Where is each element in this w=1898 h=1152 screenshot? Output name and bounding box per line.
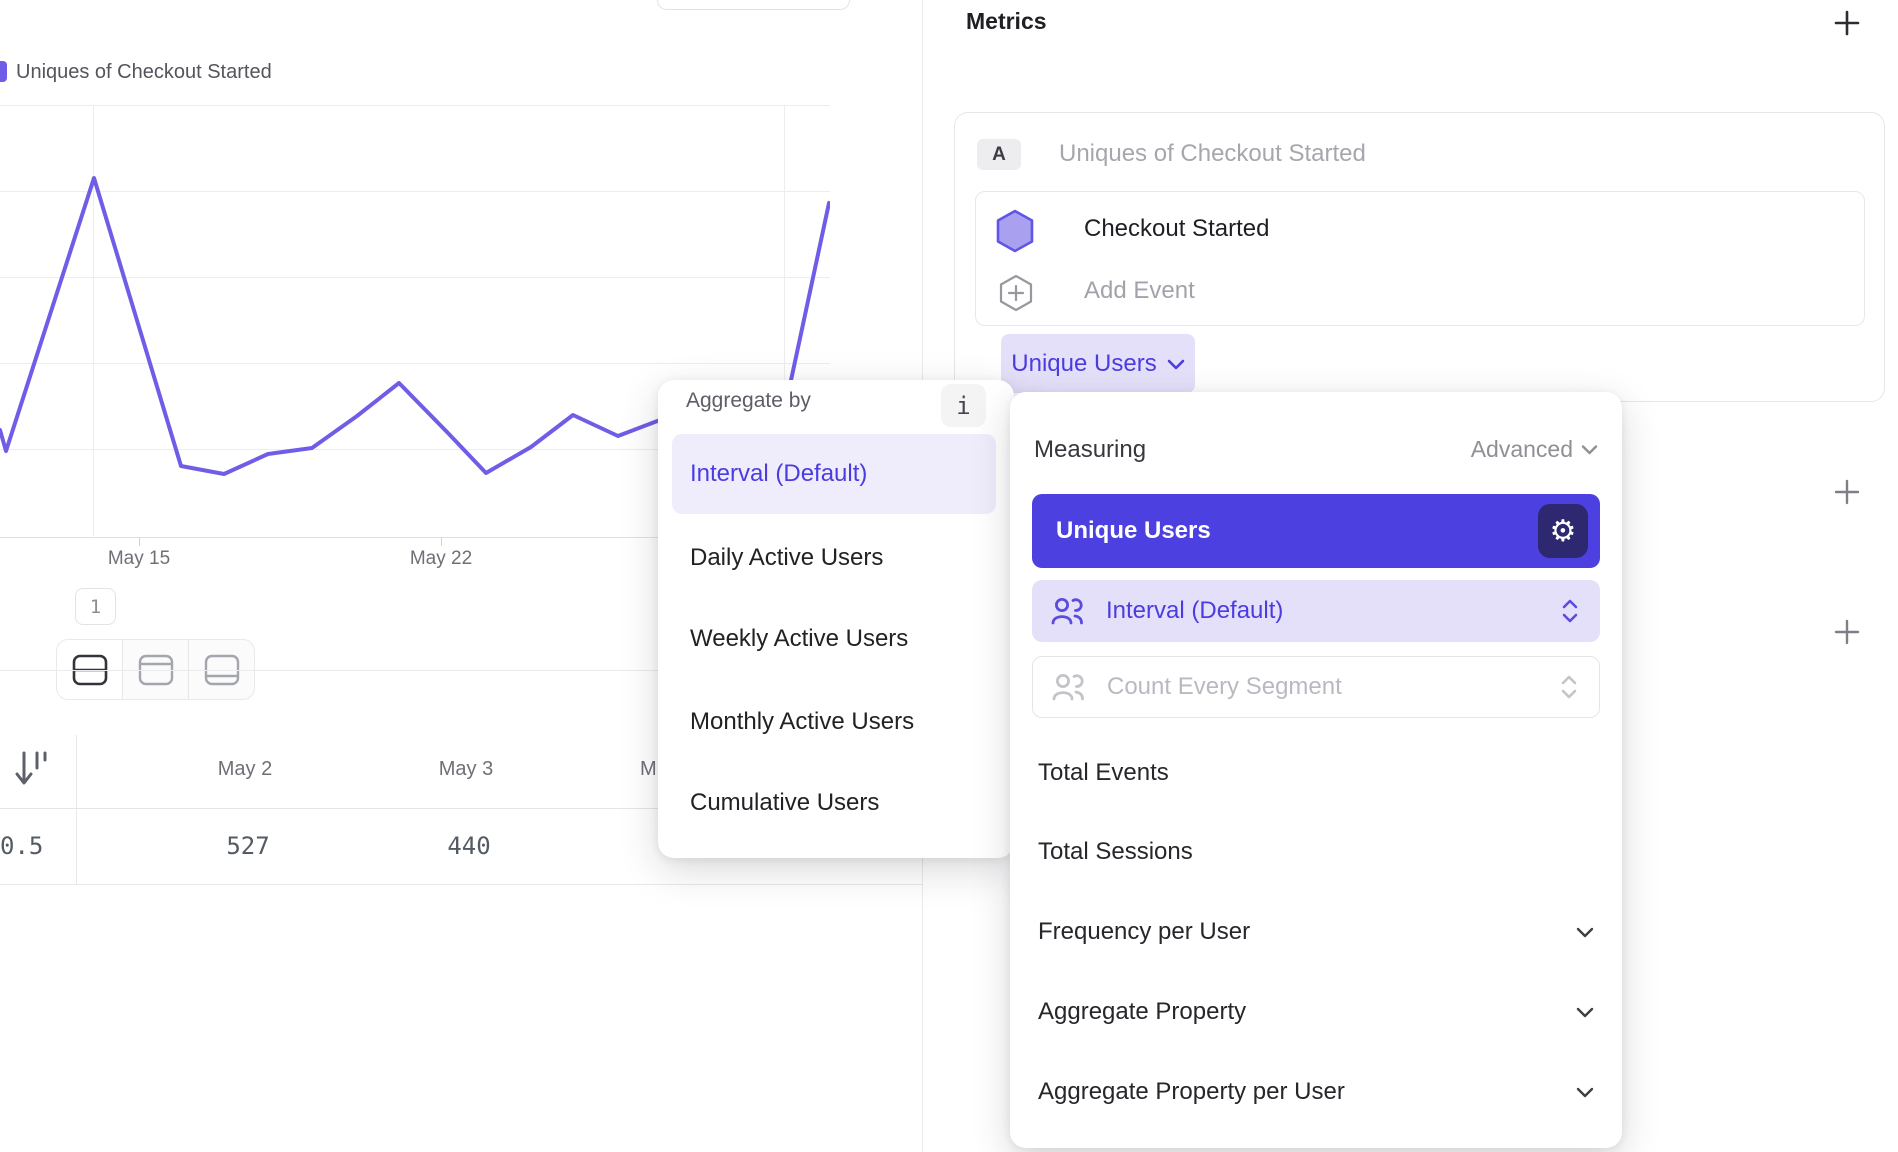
- add-event-hexagon-icon: [999, 274, 1033, 312]
- chevron-down-icon: [1576, 1007, 1594, 1018]
- advanced-label: Advanced: [1470, 436, 1573, 462]
- event-row[interactable]: Checkout Started: [976, 198, 1864, 260]
- layout-split-button[interactable]: [57, 640, 123, 699]
- bottom-bar-view-icon: [204, 654, 239, 685]
- table-column-header[interactable]: M: [640, 758, 657, 780]
- table-cell: 440: [447, 832, 491, 860]
- menu-item-daily-active-users[interactable]: Daily Active Users: [658, 528, 1014, 588]
- advanced-mode-dropdown[interactable]: Advanced: [1471, 436, 1598, 463]
- menu-item-cumulative-users[interactable]: Cumulative Users: [658, 773, 1014, 833]
- legend-label: Uniques of Checkout Started: [16, 60, 272, 83]
- clipped-top-button[interactable]: [657, 0, 850, 10]
- aggregate-by-popup: Aggregate by i Interval (Default) Daily …: [658, 380, 1014, 858]
- count-every-segment-row-disabled[interactable]: Count Every Segment: [1032, 656, 1600, 718]
- table-cell: 527: [226, 832, 270, 860]
- selected-measure-label: Unique Users: [1056, 517, 1211, 544]
- menu-item-monthly-active-users[interactable]: Monthly Active Users: [658, 692, 1014, 752]
- event-card: Checkout Started Add Event: [975, 191, 1865, 326]
- measuring-option-total-events[interactable]: Total Events: [1010, 749, 1622, 797]
- add-breakdown-button[interactable]: [1834, 619, 1860, 645]
- event-name: Checkout Started: [1084, 215, 1270, 242]
- layout-table-only-button[interactable]: [189, 640, 254, 699]
- interval-selector-row[interactable]: Interval (Default): [1032, 580, 1600, 642]
- measuring-option-frequency-per-user[interactable]: Frequency per User: [1010, 908, 1622, 956]
- chart-table-layout-toggle: [56, 639, 255, 700]
- event-hexagon-icon: [996, 209, 1034, 253]
- chart-legend-item[interactable]: Uniques of Checkout Started: [0, 58, 272, 86]
- selected-item-label: Interval (Default): [690, 460, 868, 487]
- metrics-section-title: Metrics: [966, 8, 1047, 34]
- menu-item-label: Total Events: [1038, 759, 1169, 786]
- measuring-option-aggregate-property-per-user[interactable]: Aggregate Property per User: [1010, 1068, 1622, 1116]
- measuring-option-total-sessions[interactable]: Total Sessions: [1010, 828, 1622, 876]
- table-row-border: [0, 884, 922, 885]
- x-axis-tick-label: May 15: [107, 548, 171, 569]
- unfold-icon: [1561, 675, 1577, 699]
- unfold-icon: [1562, 599, 1578, 623]
- pagination-page-button[interactable]: 1: [75, 588, 116, 625]
- measuring-option-aggregate-property[interactable]: Aggregate Property: [1010, 988, 1622, 1036]
- metric-letter-badge: A: [977, 139, 1021, 170]
- menu-item-label: Daily Active Users: [690, 544, 884, 571]
- segment-row-label: Count Every Segment: [1107, 673, 1342, 700]
- layout-chart-only-button[interactable]: [123, 640, 189, 699]
- table-cell-clipped: 0.5: [0, 832, 44, 860]
- info-button[interactable]: i: [941, 384, 986, 427]
- menu-item-label: Aggregate Property: [1038, 998, 1247, 1025]
- add-event-label: Add Event: [1084, 277, 1195, 304]
- metric-card-title[interactable]: Uniques of Checkout Started: [1059, 140, 1366, 167]
- table-column-header[interactable]: May 2: [217, 758, 273, 780]
- menu-item-weekly-active-users[interactable]: Weekly Active Users: [658, 609, 1014, 669]
- sort-descending-icon: [15, 751, 47, 785]
- x-axis-tick-label: May 22: [409, 548, 473, 569]
- chevron-down-icon: [1581, 445, 1598, 455]
- sort-descending-button[interactable]: [12, 748, 52, 797]
- users-icon: [1051, 672, 1085, 702]
- chevron-down-icon: [1576, 927, 1594, 938]
- measuring-popup: Measuring Advanced Unique Users ⚙: [1010, 392, 1622, 1148]
- menu-item-label: Aggregate Property per User: [1038, 1078, 1345, 1105]
- chevron-down-icon: [1576, 1087, 1594, 1098]
- add-metric-button[interactable]: [1834, 10, 1860, 36]
- split-view-icon: [72, 654, 107, 685]
- table-header-border: [0, 808, 922, 809]
- measuring-option-unique-users-selected[interactable]: Unique Users ⚙: [1032, 494, 1600, 568]
- menu-item-label: Monthly Active Users: [690, 708, 915, 735]
- top-bar-view-icon: [138, 654, 173, 685]
- measuring-header: Measuring: [1034, 436, 1147, 463]
- measure-dropdown-label: Unique Users: [1011, 349, 1157, 377]
- menu-item-interval-default-selected[interactable]: Interval (Default): [672, 434, 996, 514]
- measure-dropdown-button[interactable]: Unique Users: [1001, 334, 1195, 393]
- aggregate-by-header: Aggregate by: [686, 389, 811, 412]
- gear-icon: ⚙: [1549, 513, 1577, 549]
- section-divider: [0, 670, 922, 671]
- menu-item-label: Frequency per User: [1038, 918, 1251, 945]
- menu-item-label: Weekly Active Users: [690, 625, 909, 652]
- measure-settings-button[interactable]: ⚙: [1538, 504, 1588, 558]
- menu-item-label: Cumulative Users: [690, 789, 880, 816]
- chevron-down-icon: [1167, 359, 1185, 369]
- metric-card: A Uniques of Checkout Started Checkout S…: [954, 112, 1885, 486]
- menu-item-label: Total Sessions: [1038, 838, 1193, 865]
- interval-row-label: Interval (Default): [1106, 597, 1284, 624]
- add-filter-button[interactable]: [1834, 479, 1860, 505]
- frozen-column-border: [76, 735, 77, 884]
- table-column-header[interactable]: May 3: [438, 758, 494, 780]
- add-event-row[interactable]: Add Event: [976, 260, 1864, 322]
- users-icon: [1050, 596, 1084, 626]
- legend-marker: [0, 61, 7, 82]
